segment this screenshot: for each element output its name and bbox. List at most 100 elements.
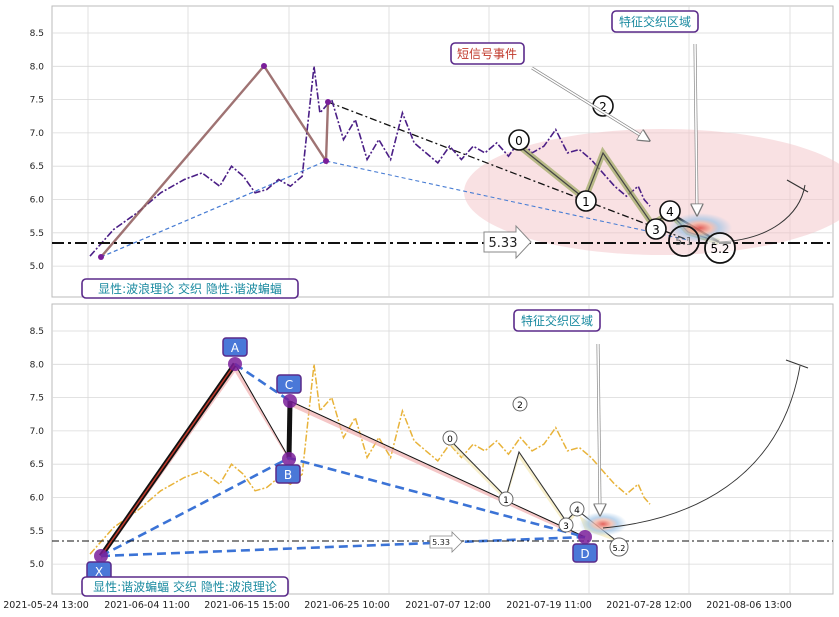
top-y-axis: 8.5 8.0 7.5 7.0 6.5 6.0 5.5 5.0 <box>30 29 45 272</box>
bottom-marker-c <box>283 394 297 408</box>
x-tick-label: 2021-07-19 11:00 <box>506 600 592 611</box>
svg-text:2: 2 <box>517 401 523 411</box>
bottom-panel: 8.5 8.0 7.5 7.0 6.5 6.0 5.5 5.0 2021-05-24 13:0… <box>3 303 834 611</box>
bottom-bat-dash-ac <box>234 362 291 403</box>
bottom-wave-path <box>449 439 619 543</box>
svg-text:B: B <box>284 468 292 482</box>
svg-text:1: 1 <box>582 195 590 209</box>
top-wave-label-0: 0 <box>508 129 530 151</box>
bottom-grid <box>52 304 833 594</box>
top-point-b <box>323 158 329 164</box>
y-tick-label: 8.0 <box>30 360 45 370</box>
bottom-marker-b <box>282 452 296 466</box>
top-level-label: 5.33 <box>483 224 532 260</box>
top-wave-label-3: 3 <box>645 218 667 240</box>
bottom-y-axis: 8.5 8.0 7.5 7.0 6.5 6.0 5.5 5.0 <box>30 327 45 570</box>
svg-text:C: C <box>285 378 293 392</box>
top-panel: 8.5 8.0 7.5 7.0 6.5 6.0 5.5 5.0 0 1 2 3 4 <box>30 5 839 299</box>
top-signal-arrow-inner <box>531 67 645 138</box>
top-point-a <box>261 63 267 69</box>
y-tick-label: 5.5 <box>30 229 44 239</box>
x-tick-label: 2021-05-24 13:00 <box>3 600 89 611</box>
bottom-label-b: B <box>275 464 301 484</box>
top-short-signal-box: 短信号事件 <box>450 42 525 65</box>
svg-text:5.33: 5.33 <box>432 538 450 547</box>
svg-text:5.1: 5.1 <box>675 235 693 248</box>
bottom-zone-arrow-inner <box>598 343 600 510</box>
svg-text:显性:谐波蝙蝠 交织 隐性:波浪理论: 显性:谐波蝙蝠 交织 隐性:波浪理论 <box>93 579 277 594</box>
top-bat-xa-line <box>100 160 689 258</box>
bottom-level-label: 5.33 <box>429 531 463 553</box>
y-tick-label: 6.5 <box>30 162 44 172</box>
bottom-label-d: D <box>572 543 598 563</box>
svg-text:特征交织区域: 特征交织区域 <box>619 14 691 29</box>
bottom-label-x: X <box>86 561 112 581</box>
top-wave-label-1: 1 <box>575 190 597 212</box>
bottom-wave-label-1: 1 <box>498 491 514 507</box>
y-tick-label: 8.5 <box>30 327 44 337</box>
y-tick-label: 7.0 <box>30 129 45 139</box>
y-tick-label: 5.0 <box>30 262 45 272</box>
bottom-bat-bc-thick <box>286 400 293 459</box>
bottom-legend-box: 显性:谐波蝙蝠 交织 隐性:波浪理论 <box>81 576 289 597</box>
svg-text:3: 3 <box>652 223 660 237</box>
y-tick-label: 7.5 <box>30 394 44 404</box>
bottom-feature-zone-box: 特征交织区域 <box>513 309 601 332</box>
bottom-feature-blob <box>579 512 627 536</box>
top-legend-box: 显性:波浪理论 交织 隐性:谐波蝙蝠 <box>81 278 299 299</box>
bottom-wave-label-0: 0 <box>442 430 458 446</box>
top-projection-arc <box>718 184 806 243</box>
svg-text:D: D <box>580 547 589 561</box>
svg-text:4: 4 <box>666 205 674 219</box>
x-tick-label: 2021-07-07 12:00 <box>405 600 491 611</box>
bottom-projection-tick <box>785 359 809 369</box>
svg-text:5.2: 5.2 <box>613 544 626 553</box>
top-trend-line <box>327 101 689 241</box>
top-bat-bd-line <box>100 160 327 258</box>
y-tick-label: 6.0 <box>30 494 45 504</box>
bottom-projection-arc <box>602 365 801 529</box>
x-tick-label: 2021-06-04 11:00 <box>104 600 190 611</box>
top-wave-label-4: 4 <box>659 200 681 222</box>
bottom-bat-xa-red <box>100 363 236 557</box>
svg-text:4: 4 <box>574 506 580 516</box>
bottom-label-c: C <box>276 374 302 394</box>
top-point-x <box>98 254 104 260</box>
top-zone-arrow-inner <box>695 43 697 210</box>
svg-text:5.33: 5.33 <box>489 236 518 251</box>
bottom-bat-dash-xd <box>100 535 586 558</box>
svg-text:0: 0 <box>515 134 523 148</box>
x-tick-label: 2021-07-28 12:00 <box>606 600 692 611</box>
x-tick-label: 2021-06-25 10:00 <box>304 600 390 611</box>
bottom-plot-area <box>51 303 834 595</box>
x-tick-label: 2021-08-06 13:00 <box>706 600 792 611</box>
y-tick-label: 7.5 <box>30 96 44 106</box>
top-wave-label-5-1: 5.1 <box>668 225 700 257</box>
y-tick-label: 6.5 <box>30 460 44 470</box>
top-feature-ellipse <box>464 129 839 255</box>
svg-text:特征交织区域: 特征交织区域 <box>521 313 593 328</box>
y-tick-label: 8.5 <box>30 29 44 39</box>
bottom-wave-label-2: 2 <box>512 396 528 412</box>
svg-text:0: 0 <box>447 435 453 445</box>
top-wave-label-5-2: 5.2 <box>704 232 736 264</box>
bottom-wave-label-3: 3 <box>558 517 574 533</box>
svg-text:短信号事件: 短信号事件 <box>457 47 517 61</box>
top-price-line <box>89 66 651 257</box>
bottom-price-line <box>89 364 651 555</box>
svg-text:5.2: 5.2 <box>710 242 729 256</box>
svg-text:显性:波浪理论 交织 隐性:谐波蝙蝠: 显性:波浪理论 交织 隐性:谐波蝙蝠 <box>98 281 282 296</box>
top-bat-legs <box>100 64 330 258</box>
top-feature-zone-box: 特征交织区域 <box>611 10 699 33</box>
y-tick-label: 6.0 <box>30 196 45 206</box>
top-point-c <box>325 99 331 105</box>
svg-text:2: 2 <box>599 100 607 114</box>
top-projection-tick <box>786 179 809 193</box>
bottom-wave-label-5-2: 5.2 <box>609 537 629 557</box>
bottom-wave-label-4: 4 <box>569 501 585 517</box>
y-tick-label: 5.0 <box>30 560 45 570</box>
bottom-marker-d <box>578 530 592 544</box>
bottom-marker-a <box>228 357 242 371</box>
svg-text:3: 3 <box>563 522 569 532</box>
